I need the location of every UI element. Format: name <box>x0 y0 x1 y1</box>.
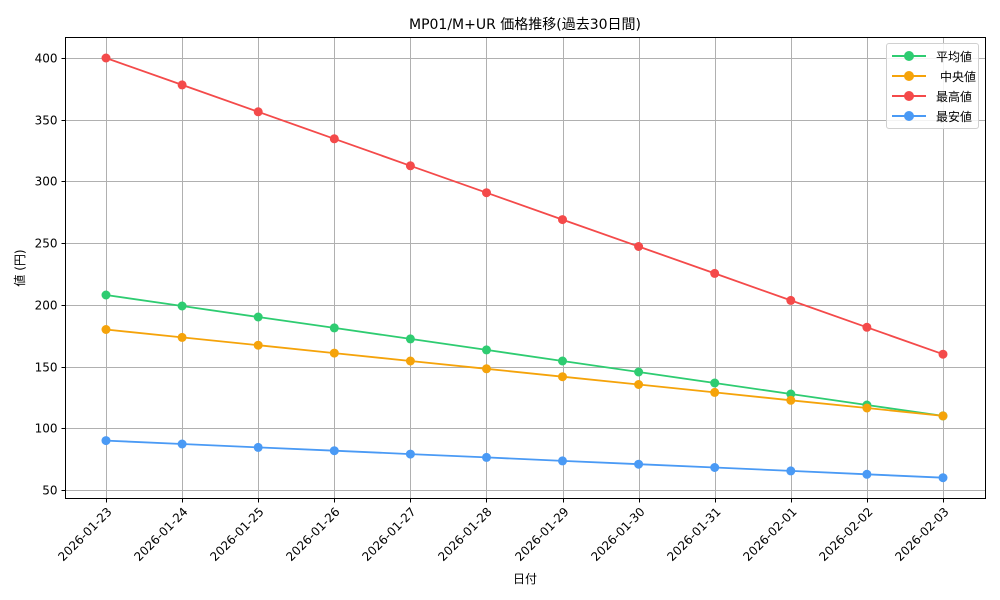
data-point <box>634 459 644 469</box>
data-point <box>101 436 111 446</box>
data-point <box>101 325 111 334</box>
data-point <box>405 334 415 344</box>
data-point <box>786 466 796 476</box>
data-point <box>634 242 644 251</box>
data-point <box>634 367 644 377</box>
legend-item-median: 中央値 <box>887 66 978 86</box>
x-tick-label: 2026-01-25 <box>207 505 266 564</box>
y-tick-label: 250 <box>35 237 58 251</box>
legend-marker-icon <box>892 86 926 106</box>
data-point <box>786 389 796 399</box>
data-point <box>405 161 415 171</box>
data-point <box>253 340 263 350</box>
data-point <box>786 295 796 305</box>
y-axis: 50 100 150 200 250 300 350 400 <box>35 52 66 498</box>
x-tick-label: 2026-01-31 <box>664 505 723 564</box>
x-tick-label: 2026-01-26 <box>283 505 342 564</box>
data-point <box>177 439 187 449</box>
data-point <box>710 387 720 397</box>
plot-frame <box>65 37 986 499</box>
x-tick-label: 2026-01-24 <box>131 505 190 564</box>
legend-label: 最安値 <box>936 109 973 124</box>
x-tick-label: 2026-01-27 <box>359 505 418 564</box>
data-point <box>329 323 339 333</box>
series-line <box>105 328 944 417</box>
data-point <box>177 301 187 311</box>
data-point <box>101 290 111 300</box>
data-point <box>938 411 948 421</box>
legend-item-min: 最安値 <box>887 106 978 126</box>
data-point <box>558 456 567 466</box>
data-point <box>329 348 339 358</box>
data-point <box>482 188 491 198</box>
y-tick-label: 50 <box>42 484 57 498</box>
x-tick-label: 2026-01-29 <box>512 505 571 564</box>
legend-item-average: 平均値 <box>887 46 978 66</box>
data-point <box>405 449 415 459</box>
data-point <box>253 442 263 452</box>
data-point <box>177 80 187 90</box>
data-point <box>710 463 720 472</box>
data-point <box>938 473 948 483</box>
data-point <box>405 356 415 366</box>
data-point <box>786 395 796 405</box>
data-point <box>862 469 872 479</box>
y-tick-label: 350 <box>35 114 58 128</box>
data-point <box>329 134 339 144</box>
x-axis: 2026-01-23 2026-01-24 2026-01-25 2026-01-26… <box>55 498 952 564</box>
x-axis-label: 日付 <box>513 572 537 586</box>
data-point <box>634 380 644 389</box>
legend-item-max: 最高値 <box>887 86 978 106</box>
x-tick-label: 2026-02-02 <box>816 505 875 564</box>
data-point <box>253 107 263 117</box>
x-tick-label: 2026-02-03 <box>892 505 951 564</box>
data-point <box>329 446 339 456</box>
data-point <box>482 452 491 462</box>
x-tick-label: 2026-01-23 <box>55 505 114 564</box>
data-point <box>101 53 111 63</box>
legend-marker-icon <box>892 66 926 86</box>
data-point <box>558 215 567 225</box>
chart-legend: 平均値 中央値 最高値 最安値 <box>886 43 979 129</box>
chart-title: MP01/M+UR 価格推移(過去30日間) <box>409 17 641 33</box>
series-line <box>105 57 944 356</box>
legend-label: 平均値 <box>936 49 973 64</box>
y-axis-label: 値 (円) <box>12 249 27 286</box>
y-tick-label: 400 <box>35 52 58 66</box>
series-line <box>105 294 944 417</box>
legend-label: 最高値 <box>936 89 973 104</box>
data-point <box>862 322 872 332</box>
y-tick-label: 100 <box>35 422 58 436</box>
data-point <box>482 364 491 374</box>
series-line <box>105 439 944 479</box>
series-lines <box>101 53 948 483</box>
legend-marker-icon <box>892 106 926 126</box>
data-point <box>862 403 872 413</box>
x-tick-label: 2026-02-01 <box>740 505 799 564</box>
grid-lines <box>65 37 986 499</box>
data-point <box>558 356 567 366</box>
data-point <box>177 332 187 342</box>
y-tick-label: 300 <box>35 175 58 189</box>
legend-marker-icon <box>892 46 926 66</box>
y-tick-label: 150 <box>35 361 58 375</box>
data-point <box>558 372 567 382</box>
data-point <box>710 378 720 388</box>
x-tick-label: 2026-01-30 <box>588 505 647 564</box>
legend-label: 中央値 <box>940 69 977 84</box>
data-point <box>938 349 948 359</box>
data-point <box>253 312 263 322</box>
data-point <box>482 345 491 355</box>
x-tick-label: 2026-01-28 <box>435 505 494 564</box>
y-tick-label: 200 <box>35 299 58 313</box>
data-point <box>710 268 720 278</box>
